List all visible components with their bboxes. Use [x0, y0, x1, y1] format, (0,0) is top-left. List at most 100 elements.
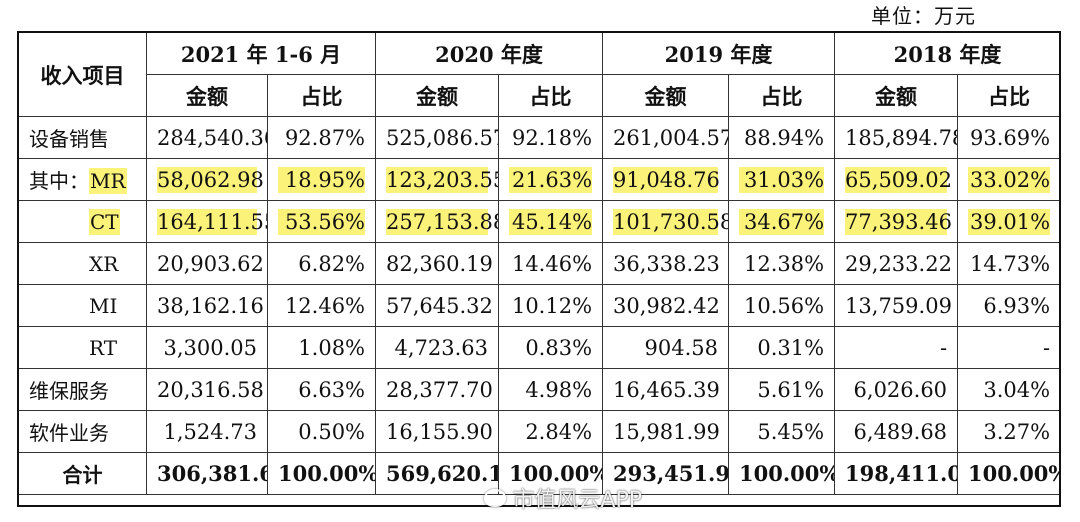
cell-value: 31.03% [728, 158, 836, 201]
highlighted-label: CT [89, 208, 120, 235]
ratio-header: 占比 [957, 74, 1062, 117]
cell-value: 36,338.23 [602, 242, 730, 285]
highlighted-value: 45.14% [509, 208, 593, 235]
cell-value: 164,111.55 [146, 200, 268, 243]
cell-value: 82,360.19 [375, 242, 500, 285]
cell-value: 15,981.99 [602, 410, 730, 453]
row-label: RT [18, 326, 147, 369]
cell-value: 93.69% [957, 116, 1062, 159]
cell-value: - [834, 326, 959, 369]
amount-header: 金额 [602, 74, 730, 117]
row-label: 软件业务 [18, 410, 147, 453]
highlighted-value: 123,203.55 [386, 166, 499, 193]
row-label: 合计 [18, 452, 147, 495]
highlighted-value: 101,730.58 [613, 208, 729, 235]
cell-value: 14.46% [498, 242, 604, 285]
cell-value: 4.98% [498, 368, 604, 411]
cell-value: 0.83% [498, 326, 604, 369]
row-label: 维保服务 [18, 368, 147, 411]
table-row-xr: XR 20,903.62 6.82% 82,360.19 14.46% 36,3… [18, 242, 1062, 285]
cell-value: 65,509.02 [834, 158, 959, 201]
table-row-ct: CT 164,111.55 53.56% 257,153.88 45.14% 1… [18, 200, 1062, 243]
cell-value: 18.95% [266, 158, 377, 201]
cell-value: 14.73% [957, 242, 1062, 285]
amount-header: 金额 [375, 74, 500, 117]
cell-value: 101,730.58 [602, 200, 730, 243]
table-row-mi: MI 38,162.16 12.46% 57,645.32 10.12% 30,… [18, 284, 1062, 327]
cell-value: 92.18% [498, 116, 604, 159]
cell-value: 4,723.63 [375, 326, 500, 369]
cell-value: 123,203.55 [375, 158, 500, 201]
cell-value: 0.31% [728, 326, 836, 369]
highlighted-value: 77,393.46 [845, 208, 952, 235]
highlighted-value: 164,111.55 [157, 208, 268, 235]
cell-value: - [957, 326, 1062, 369]
highlighted-value: 91,048.76 [613, 166, 720, 193]
amount-header: 金额 [834, 74, 959, 117]
cell-value: 1.08% [266, 326, 377, 369]
cell-value: 293,451.95 [602, 452, 730, 495]
period-header-2018: 2018 年度 [834, 32, 1062, 75]
cell-value: 77,393.46 [834, 200, 959, 243]
cell-value: 261,004.57 [602, 116, 730, 159]
highlighted-value: 39.01% [968, 208, 1051, 235]
cell-value: 0.50% [266, 410, 377, 453]
cell-value: 10.12% [498, 284, 604, 327]
cell-value: 6.82% [266, 242, 377, 285]
cell-value: 1,524.73 [146, 410, 268, 453]
cell-value: 5.45% [728, 410, 836, 453]
cell-value: 20,903.62 [146, 242, 268, 285]
cell-value: 53.56% [266, 200, 377, 243]
ratio-header: 占比 [498, 74, 604, 117]
cell-value: 13,759.09 [834, 284, 959, 327]
row-label: MI [18, 284, 147, 327]
table-row-total: 合计 306,381.67 100.00% 569,620.17 100.00%… [18, 452, 1062, 495]
cell-value: 16,155.90 [375, 410, 500, 453]
cell-value: 33.02% [957, 158, 1062, 201]
table-row-software: 软件业务 1,524.73 0.50% 16,155.90 2.84% 15,9… [18, 410, 1062, 453]
table-row-maintenance: 维保服务 20,316.58 6.63% 28,377.70 4.98% 16,… [18, 368, 1062, 411]
row-label: 设备销售 [18, 116, 147, 159]
row-label: CT [18, 200, 147, 243]
cell-value: 30,982.42 [602, 284, 730, 327]
cell-value: 21.63% [498, 158, 604, 201]
cell-value: 57,645.32 [375, 284, 500, 327]
table-row-mr: 其中：MR 58,062.98 18.95% 123,203.55 21.63%… [18, 158, 1062, 201]
cell-value: 525,086.57 [375, 116, 500, 159]
cell-value: 12.46% [266, 284, 377, 327]
period-header-2019: 2019 年度 [602, 32, 836, 75]
highlighted-value: 33.02% [968, 166, 1051, 193]
cell-value: 58,062.98 [146, 158, 268, 201]
cell-value: 100.00% [957, 452, 1062, 495]
cell-value: 306,381.67 [146, 452, 268, 495]
cell-value: 3.27% [957, 410, 1062, 453]
cell-value: 185,894.78 [834, 116, 959, 159]
row-label: 其中：MR [18, 158, 147, 201]
cell-value: 28,377.70 [375, 368, 500, 411]
cell-value: 91,048.76 [602, 158, 730, 201]
highlighted-value: 34.67% [739, 208, 825, 235]
weibo-watermark: 市值风云APP [484, 482, 642, 514]
amount-header: 金额 [146, 74, 268, 117]
row-label: XR [18, 242, 147, 285]
table-row-equipment-sales: 设备销售 284,540.36 92.87% 525,086.57 92.18%… [18, 116, 1062, 159]
highlighted-value: 21.63% [509, 166, 593, 193]
revenue-table: 收入项目 2021 年 1-6 月 2020 年度 2019 年度 2018 年… [18, 32, 1062, 495]
highlighted-value: 65,509.02 [845, 166, 952, 193]
cell-value: 6,026.60 [834, 368, 959, 411]
cell-value: 39.01% [957, 200, 1062, 243]
cell-value: 34.67% [728, 200, 836, 243]
cell-value: 6,489.68 [834, 410, 959, 453]
cell-value: 6.63% [266, 368, 377, 411]
row-label-prefix: 其中： [29, 169, 89, 193]
cell-value: 38,162.16 [146, 284, 268, 327]
cell-value: 100.00% [728, 452, 836, 495]
highlighted-label: MR [89, 168, 127, 194]
highlighted-value: 18.95% [278, 166, 366, 193]
cell-value: 904.58 [602, 326, 730, 369]
period-header-2020: 2020 年度 [375, 32, 604, 75]
cell-value: 88.94% [728, 116, 836, 159]
highlighted-value: 53.56% [278, 208, 366, 235]
cell-value: 569,620.17 [375, 452, 500, 495]
ratio-header: 占比 [266, 74, 377, 117]
